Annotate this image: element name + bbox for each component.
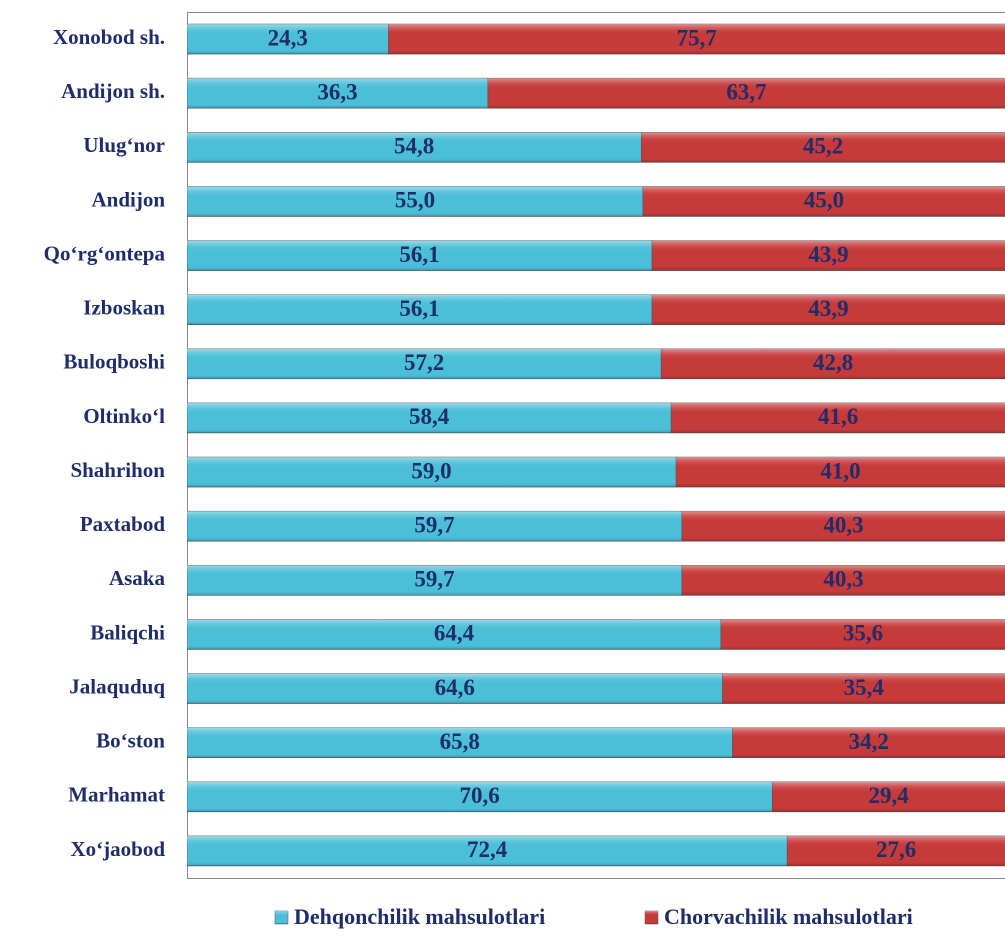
bar-shine bbox=[388, 24, 1005, 55]
category-label: Ulug‘nor bbox=[83, 133, 165, 157]
value-label: 59,7 bbox=[414, 512, 454, 537]
value-label: 41,6 bbox=[818, 404, 858, 429]
value-label: 41,0 bbox=[820, 458, 860, 483]
category-label: Izboskan bbox=[83, 296, 165, 320]
bar-shine bbox=[652, 294, 1005, 325]
category-label: Baliqchi bbox=[90, 620, 165, 644]
value-label: 55,0 bbox=[395, 188, 435, 213]
bar-shine bbox=[787, 835, 1005, 866]
value-label: 63,7 bbox=[726, 79, 766, 104]
bar-shine bbox=[187, 78, 488, 109]
value-label: 35,6 bbox=[843, 621, 883, 646]
bar-shine bbox=[681, 511, 1005, 542]
bar-shine bbox=[722, 673, 1005, 704]
category-label: Shahrihon bbox=[70, 458, 165, 482]
legend-shine bbox=[275, 911, 288, 924]
category-label: Bo‘ston bbox=[96, 729, 165, 753]
bar-shine bbox=[187, 565, 682, 596]
value-label: 40,3 bbox=[823, 567, 863, 592]
bar-shine bbox=[187, 619, 721, 650]
category-label: Jalaquduq bbox=[69, 674, 165, 698]
bar-shine bbox=[676, 457, 1005, 488]
category-label: Xonobod sh. bbox=[53, 25, 165, 49]
value-label: 29,4 bbox=[869, 783, 910, 808]
bar-shine bbox=[187, 781, 773, 812]
bar-shine bbox=[187, 24, 389, 55]
bar-shine bbox=[487, 78, 1005, 109]
value-label: 43,9 bbox=[808, 242, 848, 267]
value-label: 45,0 bbox=[804, 188, 844, 213]
value-label: 56,1 bbox=[399, 296, 439, 321]
category-label: Andijon sh. bbox=[61, 79, 165, 103]
bar-shine bbox=[661, 348, 1005, 379]
bar-shine bbox=[187, 727, 733, 758]
bar-shine bbox=[641, 132, 1005, 163]
bar-shine bbox=[187, 673, 723, 704]
value-label: 24,3 bbox=[268, 25, 308, 50]
value-label: 34,2 bbox=[849, 729, 889, 754]
value-label: 42,8 bbox=[813, 350, 853, 375]
bar-shine bbox=[652, 240, 1005, 271]
bar-shine bbox=[772, 781, 1005, 812]
bar-shine bbox=[187, 348, 662, 379]
bar-shine bbox=[187, 457, 677, 488]
category-label: Paxtabod bbox=[80, 512, 166, 536]
bar-shine bbox=[187, 186, 643, 217]
value-label: 65,8 bbox=[440, 729, 480, 754]
category-label: Asaka bbox=[109, 566, 166, 590]
category-label: Xo‘jaobod bbox=[70, 837, 165, 861]
category-label: Marhamat bbox=[68, 783, 165, 807]
value-label: 40,3 bbox=[823, 512, 863, 537]
bar-shine bbox=[720, 619, 1005, 650]
bar-shine bbox=[187, 835, 788, 866]
bar-shine bbox=[187, 132, 642, 163]
bar-shine bbox=[732, 727, 1005, 758]
value-label: 64,4 bbox=[434, 621, 475, 646]
category-label: Qo‘rg‘ontepa bbox=[44, 241, 166, 265]
legend-shine bbox=[645, 911, 658, 924]
plot-frame bbox=[187, 12, 1005, 879]
bar-shine bbox=[642, 186, 1005, 217]
value-label: 59,7 bbox=[414, 567, 454, 592]
bar-shine bbox=[671, 402, 1005, 433]
value-label: 72,4 bbox=[467, 837, 508, 862]
category-label: Buloqboshi bbox=[63, 350, 165, 374]
legend-label: Dehqonchilik mahsulotlari bbox=[294, 904, 545, 929]
value-label: 59,0 bbox=[411, 458, 451, 483]
bar-shine bbox=[681, 565, 1005, 596]
value-label: 56,1 bbox=[399, 242, 439, 267]
bar-shine bbox=[187, 511, 682, 542]
bar-shine bbox=[187, 240, 653, 271]
value-label: 64,6 bbox=[435, 675, 475, 700]
category-label: Andijon bbox=[91, 187, 165, 211]
value-label: 27,6 bbox=[876, 837, 916, 862]
value-label: 45,2 bbox=[803, 134, 843, 159]
value-label: 58,4 bbox=[409, 404, 450, 429]
category-label: Oltinko‘l bbox=[83, 404, 165, 428]
value-label: 43,9 bbox=[808, 296, 848, 321]
value-label: 54,8 bbox=[394, 134, 434, 159]
value-label: 75,7 bbox=[677, 25, 717, 50]
value-label: 36,3 bbox=[317, 79, 357, 104]
value-label: 70,6 bbox=[460, 783, 500, 808]
value-label: 57,2 bbox=[404, 350, 444, 375]
value-label: 35,4 bbox=[844, 675, 885, 700]
bar-shine bbox=[187, 402, 672, 433]
legend-label: Chorvachilik mahsulotlari bbox=[664, 904, 913, 929]
bar-shine bbox=[187, 294, 653, 325]
